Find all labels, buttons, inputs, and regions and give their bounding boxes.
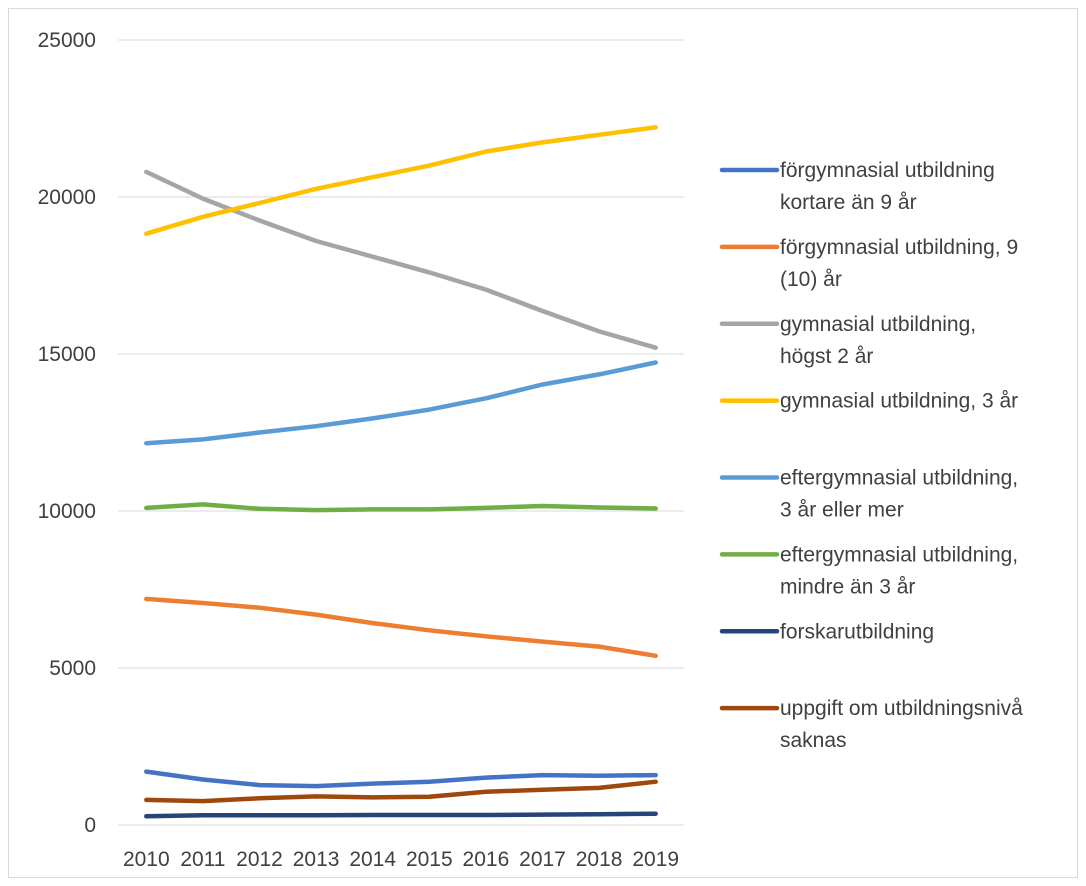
gridlines bbox=[118, 39, 684, 826]
legend-entry: gymnasial utbildning, 3 år bbox=[719, 390, 1018, 413]
x-tick-label: 2011 bbox=[180, 848, 225, 871]
y-tick-label: 5000 bbox=[49, 657, 96, 680]
legend-entry: forskarutbildning bbox=[719, 620, 934, 643]
legend-label: kortare än 9 år bbox=[780, 191, 917, 214]
x-tick-label: 2015 bbox=[406, 848, 453, 871]
series-line-1 bbox=[144, 769, 658, 789]
legend-label: förgymnasial utbildning bbox=[780, 159, 995, 182]
legend-entry: eftergymnasial utbildning, mindre än 3 år bbox=[719, 543, 1018, 598]
legend-entry: förgymnasial utbildning, 9 (10) år bbox=[719, 236, 1018, 291]
legend-label: gymnasial utbildning, 3 år bbox=[780, 390, 1018, 413]
x-axis: 2010 2011 2012 2013 2014 2015 2016 2017 2018 2019 bbox=[123, 848, 679, 871]
legend-label: uppgift om utbildningsnivå bbox=[780, 697, 1023, 720]
legend-entry: uppgift om utbildningsnivå saknas bbox=[719, 697, 1023, 752]
legend-label: eftergymnasial utbildning, bbox=[780, 467, 1018, 490]
legend-label: mindre än 3 år bbox=[780, 575, 915, 598]
y-tick-label: 25000 bbox=[38, 29, 96, 52]
legend-label: (10) år bbox=[780, 268, 842, 291]
legend-label: högst 2 år bbox=[780, 345, 873, 368]
legend-label: förgymnasial utbildning, 9 bbox=[780, 236, 1018, 259]
legend-label: gymnasial utbildning, bbox=[780, 313, 976, 336]
series-lines bbox=[144, 125, 658, 819]
y-axis: 0 5000 10000 15000 20000 25000 bbox=[38, 29, 96, 837]
chart-frame bbox=[8, 8, 1078, 878]
series-line-2 bbox=[144, 596, 658, 659]
legend-label: 3 år eller mer bbox=[780, 499, 904, 522]
x-tick-label: 2014 bbox=[349, 848, 396, 871]
x-tick-label: 2019 bbox=[632, 848, 679, 871]
x-tick-label: 2018 bbox=[576, 848, 623, 871]
y-tick-label: 20000 bbox=[38, 186, 96, 209]
series-line-7 bbox=[144, 811, 658, 819]
x-tick-label: 2010 bbox=[123, 848, 170, 871]
series-line-3 bbox=[144, 169, 658, 350]
series-line-5 bbox=[144, 360, 658, 446]
legend-entry: gymnasial utbildning, högst 2 år bbox=[719, 313, 976, 368]
legend-entry: förgymnasial utbildning kortare än 9 år bbox=[719, 159, 995, 214]
legend-label: forskarutbildning bbox=[780, 620, 934, 643]
y-tick-label: 15000 bbox=[38, 343, 96, 366]
legend-entry: eftergymnasial utbildning, 3 år eller mer bbox=[719, 467, 1018, 522]
y-tick-label: 0 bbox=[84, 814, 96, 837]
x-tick-label: 2012 bbox=[236, 848, 283, 871]
series-line-8 bbox=[144, 779, 658, 804]
x-tick-label: 2013 bbox=[293, 848, 340, 871]
x-tick-label: 2017 bbox=[519, 848, 566, 871]
series-line-4 bbox=[144, 125, 658, 236]
series-line-6 bbox=[144, 502, 658, 513]
x-tick-label: 2016 bbox=[463, 848, 510, 871]
legend-label: saknas bbox=[780, 729, 847, 752]
legend-label: eftergymnasial utbildning, bbox=[780, 543, 1018, 566]
y-tick-label: 10000 bbox=[38, 500, 96, 523]
